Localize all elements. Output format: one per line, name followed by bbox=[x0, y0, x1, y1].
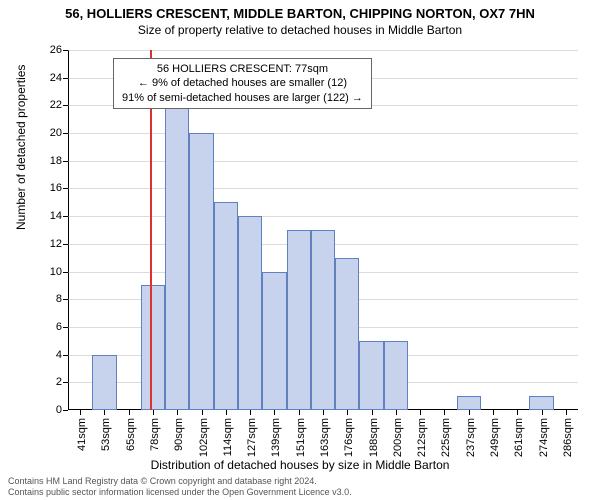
xtick-mark bbox=[420, 410, 421, 415]
xtick-label: 200sqm bbox=[392, 418, 404, 457]
xtick-mark bbox=[80, 410, 81, 415]
ytick-label: 2 bbox=[56, 376, 68, 388]
xtick-mark bbox=[226, 410, 227, 415]
xtick-label: 102sqm bbox=[198, 418, 210, 457]
xtick-mark bbox=[202, 410, 203, 415]
footer-line-1: Contains HM Land Registry data © Crown c… bbox=[8, 476, 352, 487]
xtick-mark bbox=[396, 410, 397, 415]
gridline bbox=[68, 133, 578, 134]
xtick-label: 127sqm bbox=[246, 418, 258, 457]
xtick-mark bbox=[129, 410, 130, 415]
ytick-label: 16 bbox=[50, 182, 68, 194]
page-title: 56, HOLLIERS CRESCENT, MIDDLE BARTON, CH… bbox=[0, 0, 600, 21]
xtick-mark bbox=[517, 410, 518, 415]
annotation-box: 56 HOLLIERS CRESCENT: 77sqm← 9% of detac… bbox=[113, 58, 372, 109]
ytick-label: 24 bbox=[50, 72, 68, 84]
footer-attribution: Contains HM Land Registry data © Crown c… bbox=[8, 476, 352, 498]
xtick-mark bbox=[566, 410, 567, 415]
xtick-mark bbox=[250, 410, 251, 415]
histogram-bar bbox=[384, 341, 408, 410]
ytick-label: 14 bbox=[50, 210, 68, 222]
annotation-line: ← 9% of detached houses are smaller (12) bbox=[122, 76, 363, 90]
xtick-label: 212sqm bbox=[416, 418, 428, 457]
xtick-label: 286sqm bbox=[562, 418, 574, 457]
xtick-mark bbox=[469, 410, 470, 415]
xtick-label: 53sqm bbox=[100, 418, 112, 451]
ytick-label: 12 bbox=[50, 238, 68, 250]
histogram-bar bbox=[92, 355, 116, 410]
histogram-bar bbox=[165, 105, 189, 410]
footer-line-2: Contains public sector information licen… bbox=[8, 487, 352, 498]
xtick-mark bbox=[542, 410, 543, 415]
ytick-label: 20 bbox=[50, 127, 68, 139]
ytick-label: 0 bbox=[56, 404, 68, 416]
gridline bbox=[68, 161, 578, 162]
histogram-bar bbox=[335, 258, 359, 410]
xtick-label: 163sqm bbox=[319, 418, 331, 457]
ytick-label: 26 bbox=[50, 44, 68, 56]
gridline bbox=[68, 216, 578, 217]
xtick-label: 188sqm bbox=[368, 418, 380, 457]
histogram-bar bbox=[214, 202, 238, 410]
xtick-mark bbox=[323, 410, 324, 415]
xtick-label: 114sqm bbox=[222, 418, 234, 456]
xtick-mark bbox=[177, 410, 178, 415]
histogram-bar bbox=[287, 230, 311, 410]
xtick-mark bbox=[347, 410, 348, 415]
xtick-mark bbox=[493, 410, 494, 415]
ytick-label: 10 bbox=[50, 266, 68, 278]
x-axis-label: Distribution of detached houses by size … bbox=[0, 458, 600, 472]
histogram-bar bbox=[529, 396, 553, 410]
xtick-mark bbox=[299, 410, 300, 415]
xtick-label: 90sqm bbox=[173, 418, 185, 451]
annotation-line: 91% of semi-detached houses are larger (… bbox=[122, 91, 363, 105]
histogram-bar bbox=[141, 285, 165, 410]
histogram-bar bbox=[311, 230, 335, 410]
ytick-label: 22 bbox=[50, 99, 68, 111]
xtick-label: 261sqm bbox=[513, 418, 525, 457]
xtick-mark bbox=[274, 410, 275, 415]
xtick-label: 237sqm bbox=[465, 418, 477, 457]
xtick-mark bbox=[153, 410, 154, 415]
xtick-label: 65sqm bbox=[125, 418, 137, 451]
xtick-label: 249sqm bbox=[489, 418, 501, 457]
xtick-label: 78sqm bbox=[149, 418, 161, 451]
xtick-mark bbox=[104, 410, 105, 415]
ytick-label: 8 bbox=[56, 293, 68, 305]
xtick-label: 139sqm bbox=[270, 418, 282, 457]
ytick-label: 18 bbox=[50, 155, 68, 167]
histogram-bar bbox=[359, 341, 383, 410]
xtick-label: 151sqm bbox=[295, 418, 307, 457]
histogram-bar bbox=[189, 133, 213, 410]
gridline bbox=[68, 188, 578, 189]
page-subtitle: Size of property relative to detached ho… bbox=[0, 21, 600, 37]
histogram-chart: 0246810121416182022242641sqm53sqm65sqm78… bbox=[68, 50, 578, 410]
xtick-mark bbox=[372, 410, 373, 415]
gridline bbox=[68, 50, 578, 51]
annotation-line: 56 HOLLIERS CRESCENT: 77sqm bbox=[122, 62, 363, 76]
xtick-label: 176sqm bbox=[343, 418, 355, 457]
xtick-mark bbox=[444, 410, 445, 415]
histogram-bar bbox=[262, 272, 286, 410]
y-axis-line bbox=[68, 50, 69, 410]
xtick-label: 274sqm bbox=[538, 418, 550, 457]
ytick-label: 4 bbox=[56, 349, 68, 361]
y-axis-label: Number of detached properties bbox=[14, 65, 28, 230]
xtick-label: 41sqm bbox=[76, 418, 88, 451]
histogram-bar bbox=[457, 396, 481, 410]
histogram-bar bbox=[238, 216, 262, 410]
ytick-label: 6 bbox=[56, 321, 68, 333]
xtick-label: 225sqm bbox=[440, 418, 452, 457]
